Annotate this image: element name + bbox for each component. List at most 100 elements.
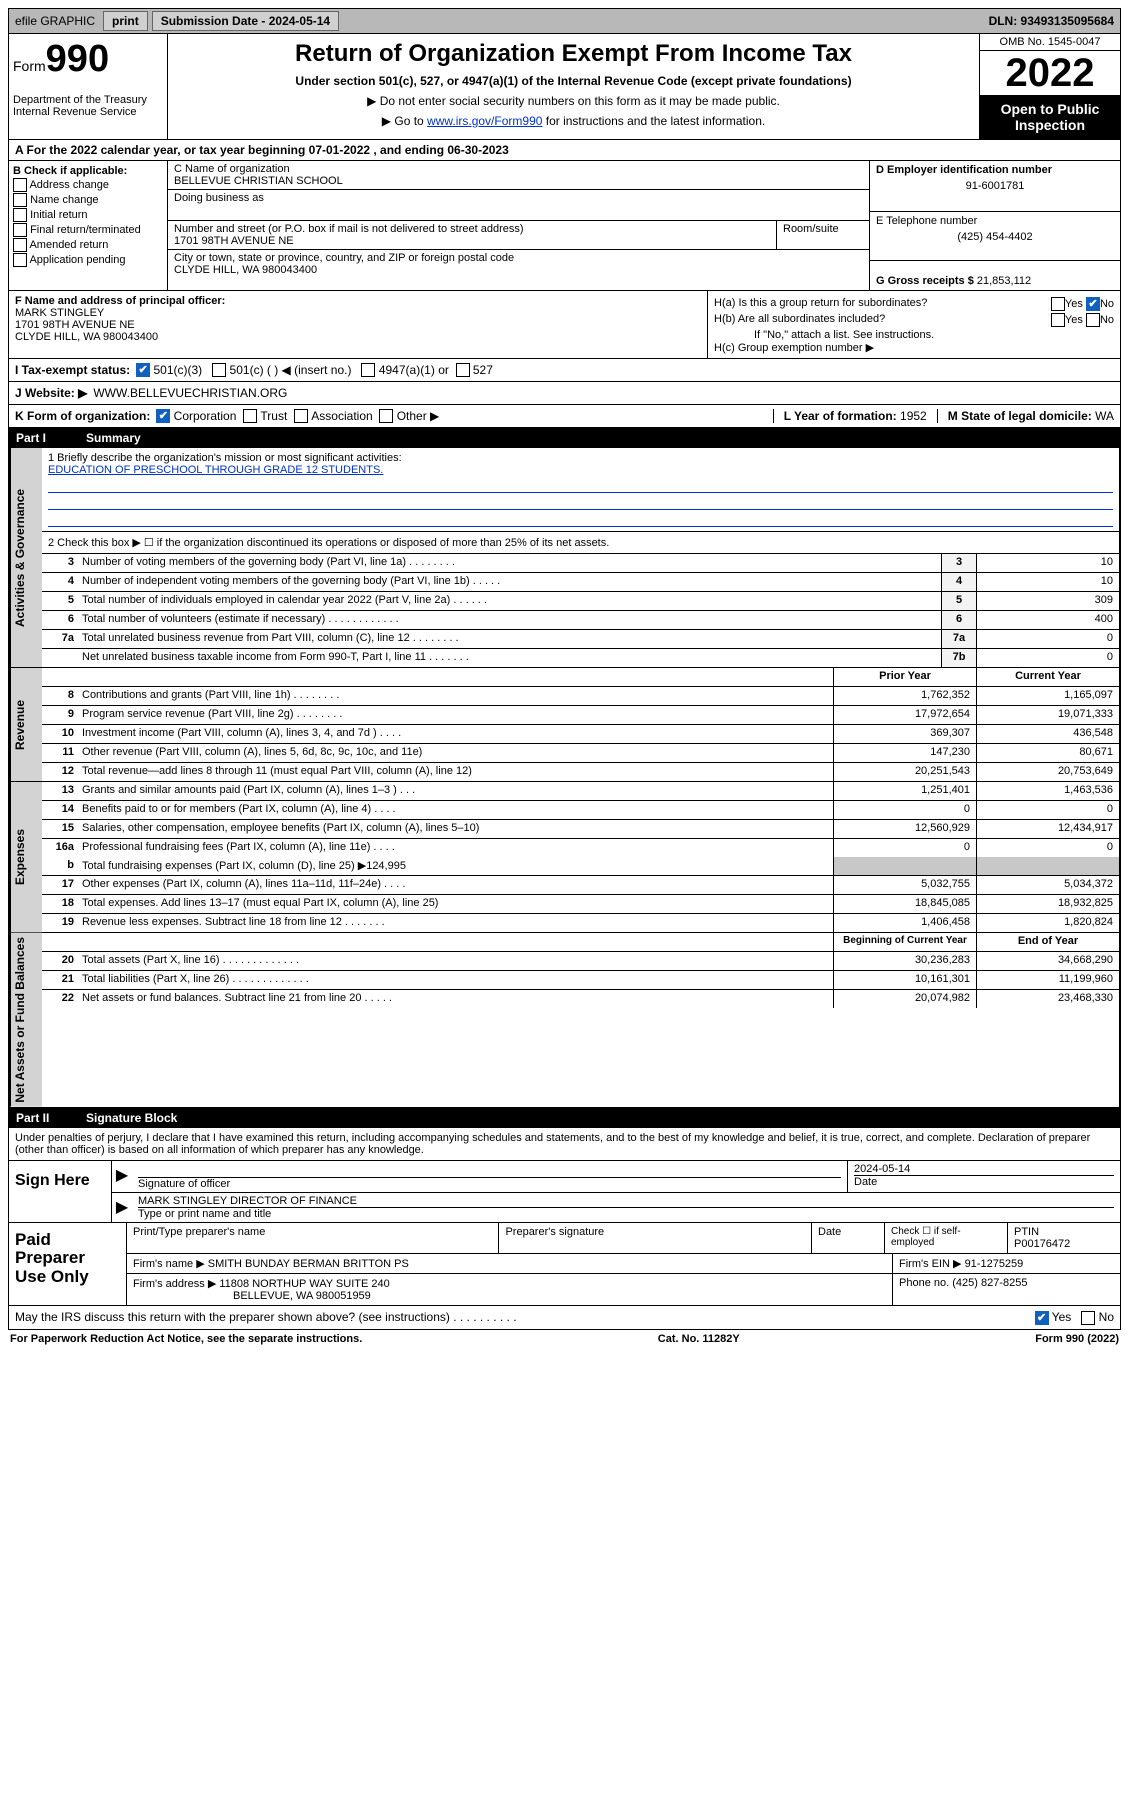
summary-row: 8Contributions and grants (Part VIII, li… xyxy=(42,687,1119,706)
summary-row: 14Benefits paid to or for members (Part … xyxy=(42,801,1119,820)
name-arrow-icon: ▶ xyxy=(112,1193,132,1222)
section-c: C Name of organization BELLEVUE CHRISTIA… xyxy=(168,161,1120,290)
discuss-question: May the IRS discuss this return with the… xyxy=(15,1310,517,1324)
check-name-change[interactable]: Name change xyxy=(13,193,163,207)
check-initial-return[interactable]: Initial return xyxy=(13,208,163,222)
discuss-no-box[interactable] xyxy=(1081,1311,1095,1325)
hb-yes-box[interactable] xyxy=(1051,313,1065,327)
trust-box[interactable] xyxy=(243,409,257,423)
signature-block: Under penalties of perjury, I declare th… xyxy=(8,1128,1121,1330)
firm-ein-label: Firm's EIN ▶ xyxy=(899,1258,962,1270)
part1-num: Part I xyxy=(16,431,86,445)
ptin-value: P00176472 xyxy=(1014,1238,1114,1250)
firm-name-label: Firm's name ▶ xyxy=(133,1258,205,1270)
section-d-e-g: D Employer identification number 91-6001… xyxy=(870,161,1120,290)
eoy-header: End of Year xyxy=(976,933,1119,951)
prep-sig-header: Preparer's signature xyxy=(499,1223,812,1253)
form-org-row: K Form of organization: ✔ Corporation Tr… xyxy=(8,405,1121,428)
summary-row: 22Net assets or fund balances. Subtract … xyxy=(42,990,1119,1008)
part1-header: Part I Summary xyxy=(8,428,1121,448)
phone-label: E Telephone number xyxy=(876,215,1114,227)
state-domicile: WA xyxy=(1095,409,1114,423)
firm-addr1: 11808 NORTHUP WAY SUITE 240 xyxy=(219,1278,389,1290)
mission-question: 1 Briefly describe the organization's mi… xyxy=(48,452,1113,464)
section-b-label: B Check if applicable: xyxy=(13,165,163,177)
summary-row: 9Program service revenue (Part VIII, lin… xyxy=(42,706,1119,725)
summary-row: 11Other revenue (Part VIII, column (A), … xyxy=(42,744,1119,763)
summary-row: 13Grants and similar amounts paid (Part … xyxy=(42,782,1119,801)
form-header: Form990 Department of the Treasury Inter… xyxy=(8,34,1121,140)
hc-label: H(c) Group exemption number ▶ xyxy=(714,341,1114,354)
officer-label: F Name and address of principal officer: xyxy=(15,295,225,307)
form-prefix: Form xyxy=(13,58,46,74)
opt-501c3: 501(c)(3) xyxy=(154,363,203,377)
side-tab-expenses: Expenses xyxy=(10,782,42,932)
prep-date-header: Date xyxy=(812,1223,885,1253)
note2-pre: ▶ Go to xyxy=(382,114,427,128)
signature-declaration: Under penalties of perjury, I declare th… xyxy=(9,1128,1120,1160)
prep-name-header: Print/Type preparer's name xyxy=(127,1223,499,1253)
current-year-header: Current Year xyxy=(976,668,1119,686)
page-footer: For Paperwork Reduction Act Notice, see … xyxy=(8,1330,1121,1345)
501c3-check: ✔ xyxy=(136,363,150,377)
omb-number: OMB No. 1545-0047 xyxy=(980,34,1120,51)
hb-label: H(b) Are all subordinates included? xyxy=(714,313,885,327)
hb-no-box[interactable] xyxy=(1086,313,1100,327)
summary-row: 16aProfessional fundraising fees (Part I… xyxy=(42,839,1119,857)
summary-row: 3Number of voting members of the governi… xyxy=(42,554,1119,573)
firm-phone: (425) 827-8255 xyxy=(952,1277,1027,1289)
check-final-return[interactable]: Final return/terminated xyxy=(13,223,163,237)
mission-text[interactable]: EDUCATION OF PRESCHOOL THROUGH GRADE 12 … xyxy=(48,464,383,476)
irs-link[interactable]: www.irs.gov/Form990 xyxy=(427,114,542,128)
room-label: Room/suite xyxy=(783,223,863,235)
check-application-pending[interactable]: Application pending xyxy=(13,253,163,267)
side-tab-governance: Activities & Governance xyxy=(10,448,42,667)
side-tab-net-assets: Net Assets or Fund Balances xyxy=(10,933,42,1107)
governance-section: Activities & Governance 1 Briefly descri… xyxy=(9,448,1120,668)
prep-selfemp-header: Check ☐ if self-employed xyxy=(885,1223,1008,1253)
check-amended-return[interactable]: Amended return xyxy=(13,238,163,252)
opt-501c-box[interactable] xyxy=(212,363,226,377)
ha-yes-box[interactable] xyxy=(1051,297,1065,311)
footer-mid: Cat. No. 11282Y xyxy=(658,1333,740,1345)
opt-527-box[interactable] xyxy=(456,363,470,377)
part1-title: Summary xyxy=(86,431,141,445)
firm-name: SMITH BUNDAY BERMAN BRITTON PS xyxy=(208,1258,409,1270)
ha-label: H(a) Is this a group return for subordin… xyxy=(714,297,927,311)
other-box[interactable] xyxy=(379,409,393,423)
officer-name: MARK STINGLEY xyxy=(15,307,701,319)
dln-label: DLN: 93493135095684 xyxy=(983,11,1120,31)
l-label: L Year of formation: xyxy=(784,409,897,423)
footer-left: For Paperwork Reduction Act Notice, see … xyxy=(10,1333,362,1345)
line-16b-desc: Total fundraising expenses (Part IX, col… xyxy=(78,857,833,875)
submission-date-button[interactable]: Submission Date - 2024-05-14 xyxy=(152,11,339,31)
section-h: H(a) Is this a group return for subordin… xyxy=(708,291,1120,358)
section-b: B Check if applicable: Address change Na… xyxy=(9,161,168,290)
firm-ein: 91-1275259 xyxy=(965,1258,1024,1270)
sig-date-label: Date xyxy=(854,1175,1114,1188)
form-id-block: Form990 Department of the Treasury Inter… xyxy=(9,34,168,139)
discuss-yes-check: ✔ xyxy=(1035,1311,1049,1325)
efile-label: efile GRAPHIC xyxy=(9,11,101,31)
gross-label: G Gross receipts $ xyxy=(876,275,974,287)
line-16b-cy xyxy=(976,857,1119,875)
officer-addr1: 1701 98TH AVENUE NE xyxy=(15,319,701,331)
year-block: OMB No. 1545-0047 2022 Open to Public In… xyxy=(979,34,1120,139)
print-button[interactable]: print xyxy=(103,11,148,31)
opt-527: 527 xyxy=(473,363,493,377)
hb-note: If "No," attach a list. See instructions… xyxy=(714,329,1114,341)
bocy-header: Beginning of Current Year xyxy=(833,933,976,951)
assoc-box[interactable] xyxy=(294,409,308,423)
street-label: Number and street (or P.O. box if mail i… xyxy=(174,223,770,235)
city-label: City or town, state or province, country… xyxy=(174,252,863,264)
footer-right: Form 990 (2022) xyxy=(1035,1333,1119,1345)
check-address-change[interactable]: Address change xyxy=(13,178,163,192)
opt-4947-box[interactable] xyxy=(361,363,375,377)
website-url: WWW.BELLEVUECHRISTIAN.ORG xyxy=(93,386,287,400)
summary-row: 10Investment income (Part VIII, column (… xyxy=(42,725,1119,744)
opt-501c: 501(c) ( ) ◀ (insert no.) xyxy=(230,363,352,377)
ein-label: D Employer identification number xyxy=(876,164,1114,176)
opt-4947: 4947(a)(1) or xyxy=(379,363,449,377)
summary-row: 18Total expenses. Add lines 13–17 (must … xyxy=(42,895,1119,914)
part2-num: Part II xyxy=(16,1111,86,1125)
